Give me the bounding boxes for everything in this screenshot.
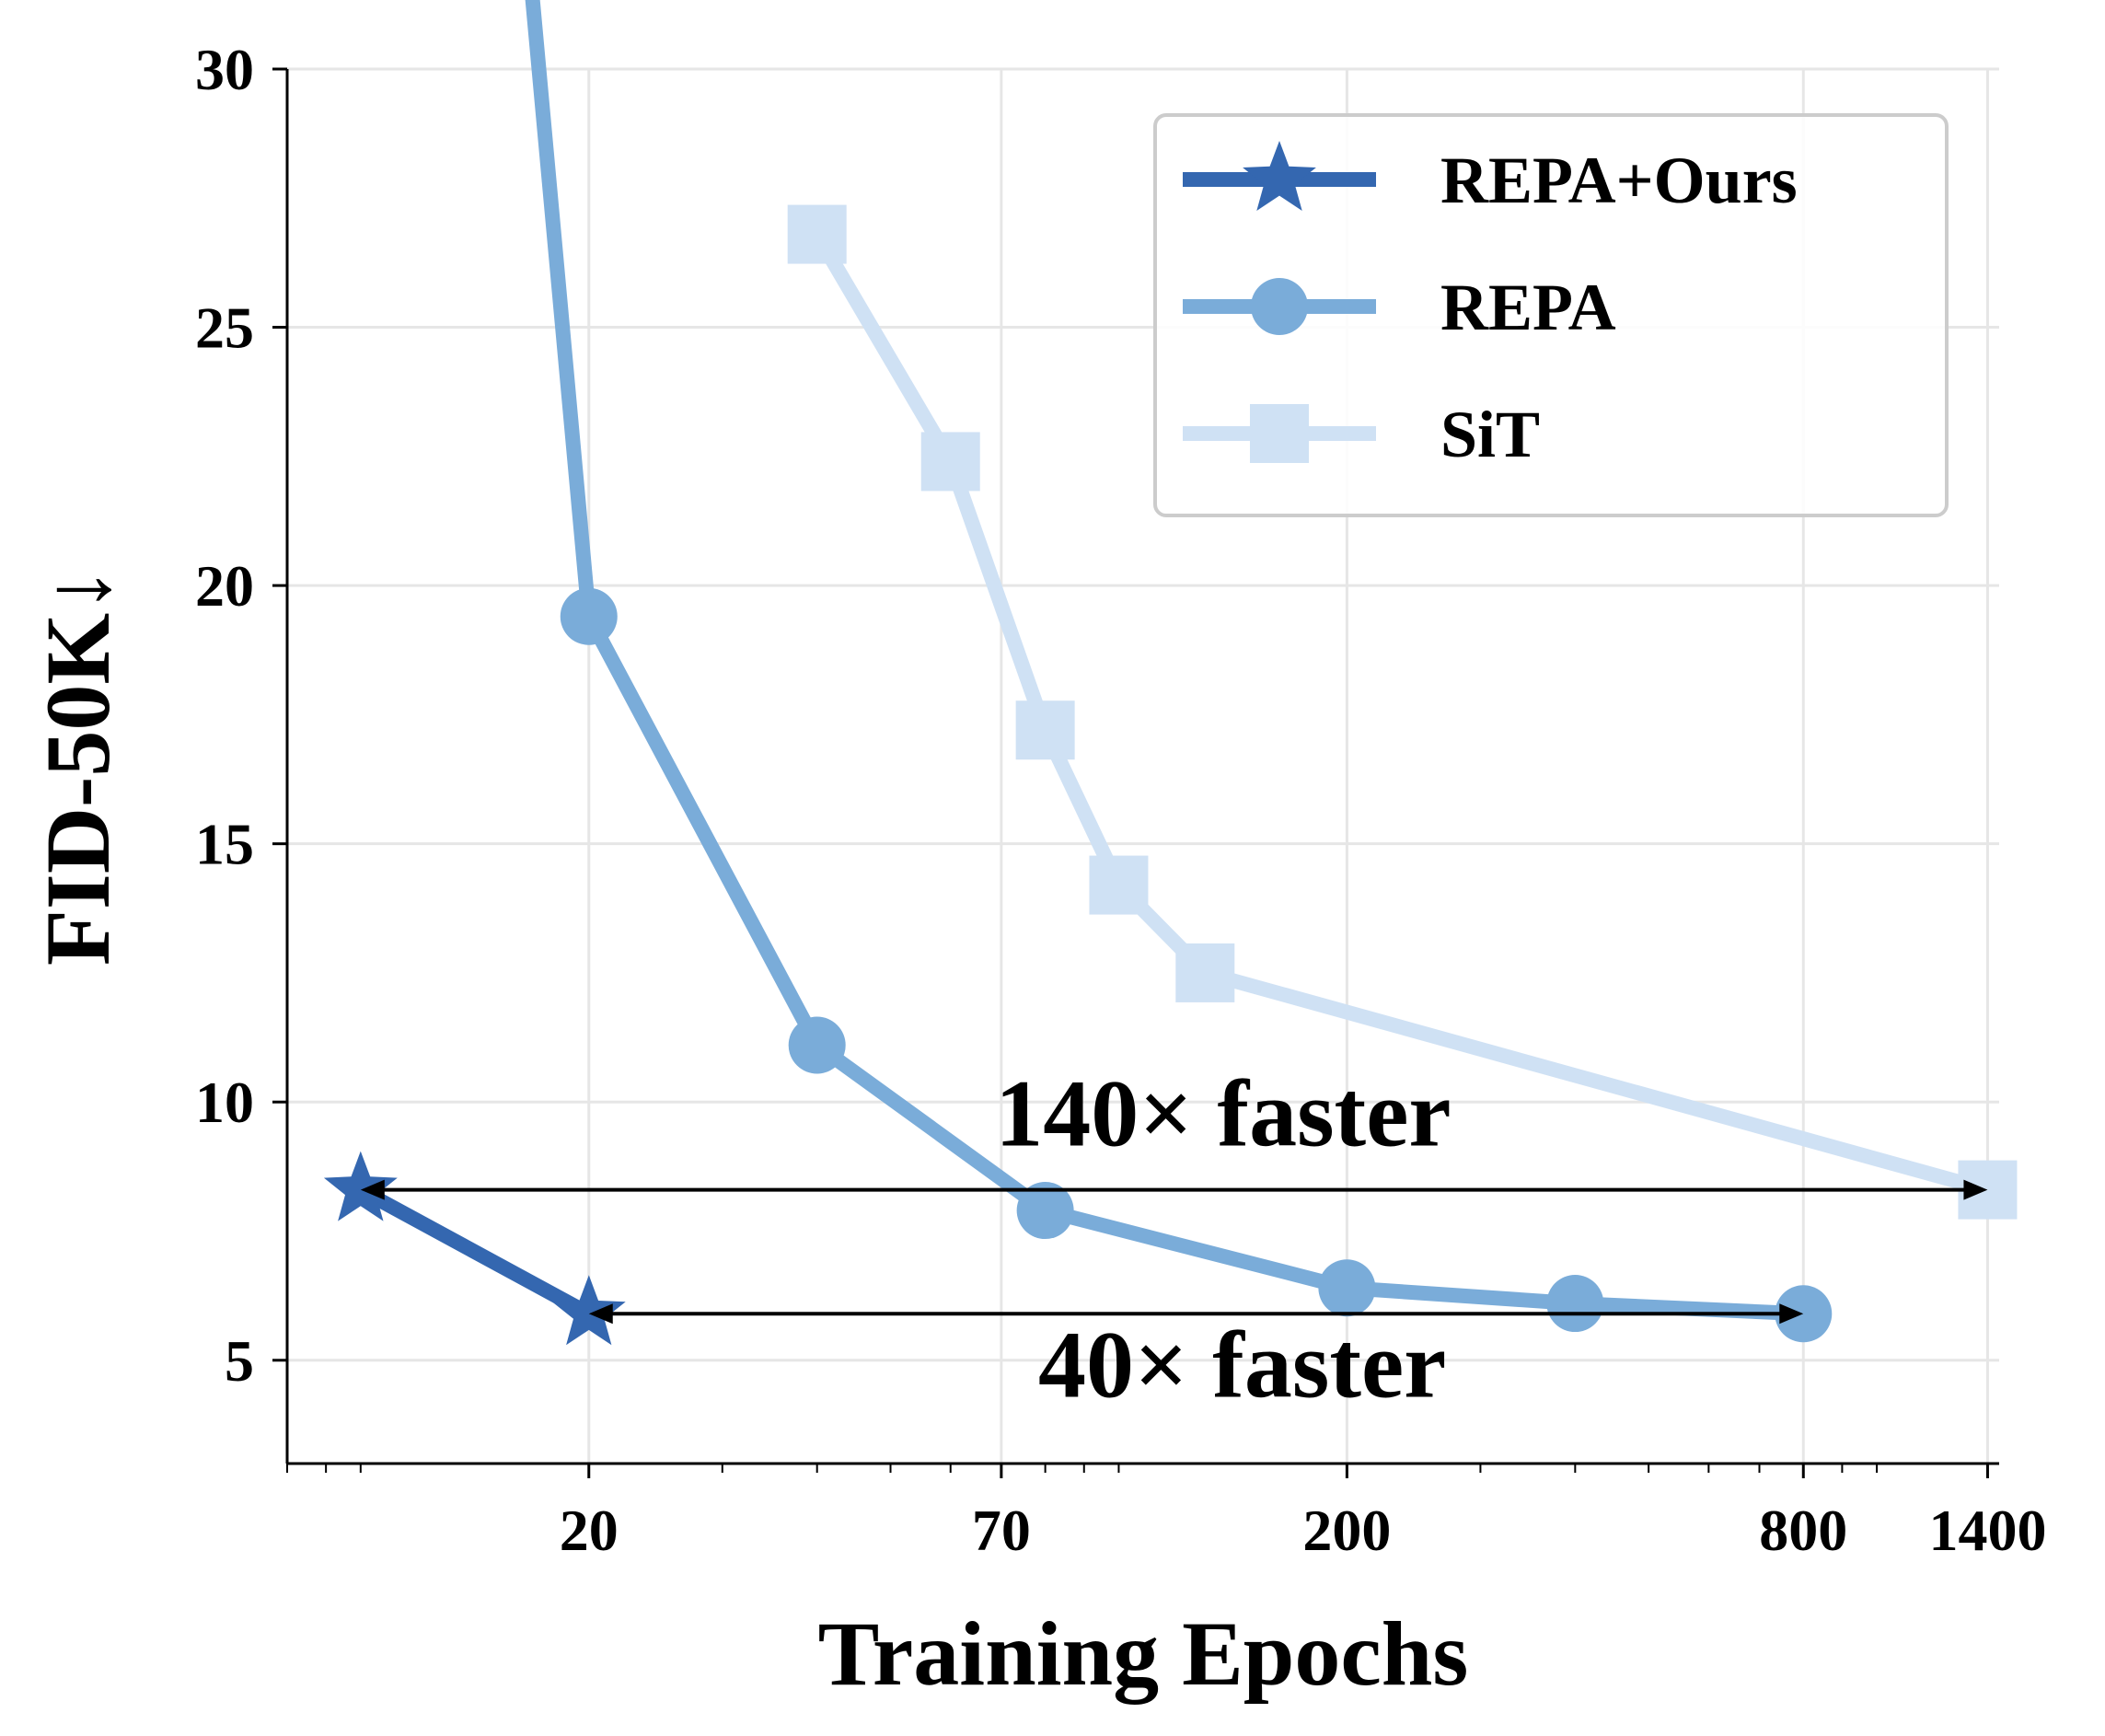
y-tick-label: 20 bbox=[195, 553, 254, 619]
speedup-annotation: 40× faster bbox=[588, 1303, 1804, 1418]
data-point bbox=[1546, 1275, 1604, 1333]
series-line bbox=[809, 226, 1995, 1198]
y-tick-label: 25 bbox=[195, 295, 254, 361]
data-point bbox=[1175, 943, 1235, 1002]
series-repa-ours bbox=[323, 1151, 626, 1346]
data-point bbox=[1015, 700, 1075, 760]
data-point bbox=[1318, 1259, 1376, 1317]
legend-label: REPA+Ours bbox=[1440, 144, 1798, 217]
arrow-head-left bbox=[588, 1303, 613, 1325]
data-point bbox=[323, 1151, 398, 1221]
annotations: 140× faster 40× faster bbox=[360, 1061, 1988, 1418]
data-point bbox=[788, 1016, 846, 1074]
data-point bbox=[560, 587, 618, 645]
speedup-annotation: 140× faster bbox=[360, 1061, 1988, 1200]
x-tick-label: 200 bbox=[1302, 1498, 1391, 1563]
data-point bbox=[551, 1275, 626, 1346]
legend: REPA+Ours REPA SiT bbox=[1153, 113, 1949, 517]
series-layer bbox=[323, 0, 2018, 1346]
annotation-text: 140× faster bbox=[995, 1061, 1451, 1167]
annotation-text: 40× faster bbox=[1038, 1312, 1446, 1418]
data-point bbox=[1016, 1182, 1074, 1240]
legend-label: SiT bbox=[1440, 398, 1540, 471]
arrow-head-left bbox=[360, 1179, 385, 1200]
x-tick-label: 70 bbox=[972, 1498, 1031, 1563]
legend-marker bbox=[1250, 404, 1309, 463]
series-repa bbox=[525, 0, 1833, 1343]
legend-marker bbox=[1251, 278, 1308, 335]
legend-box bbox=[1153, 113, 1949, 517]
axes: 20 70 200 800 1400 5 10 15 20 25 30 bbox=[195, 37, 2046, 1563]
y-tick-label: 10 bbox=[195, 1070, 254, 1135]
legend-label: REPA bbox=[1440, 271, 1616, 344]
legend-entry: REPA+Ours bbox=[1183, 141, 1798, 217]
y-axis-title: FID-50K↓ bbox=[27, 567, 129, 966]
series-sit bbox=[787, 204, 2018, 1220]
arrow-head-right bbox=[1779, 1303, 1804, 1325]
legend-marker bbox=[1243, 141, 1316, 211]
legend-entry: REPA bbox=[1183, 271, 1616, 344]
x-axis-title: Training Epochs bbox=[818, 1603, 1469, 1705]
legend-entry: SiT bbox=[1183, 398, 1540, 471]
x-tick-label: 800 bbox=[1759, 1498, 1847, 1563]
y-tick-label: 30 bbox=[195, 37, 254, 102]
y-tick-label: 5 bbox=[225, 1328, 254, 1394]
arrow-head-right bbox=[1963, 1179, 1988, 1200]
series-line bbox=[353, 1182, 596, 1322]
x-tick-label: 1400 bbox=[1928, 1498, 2046, 1563]
y-tick-label: 15 bbox=[195, 812, 254, 877]
data-point bbox=[1089, 855, 1149, 915]
x-tick-label: 20 bbox=[560, 1498, 619, 1563]
data-point bbox=[787, 204, 847, 264]
data-point bbox=[920, 432, 980, 492]
